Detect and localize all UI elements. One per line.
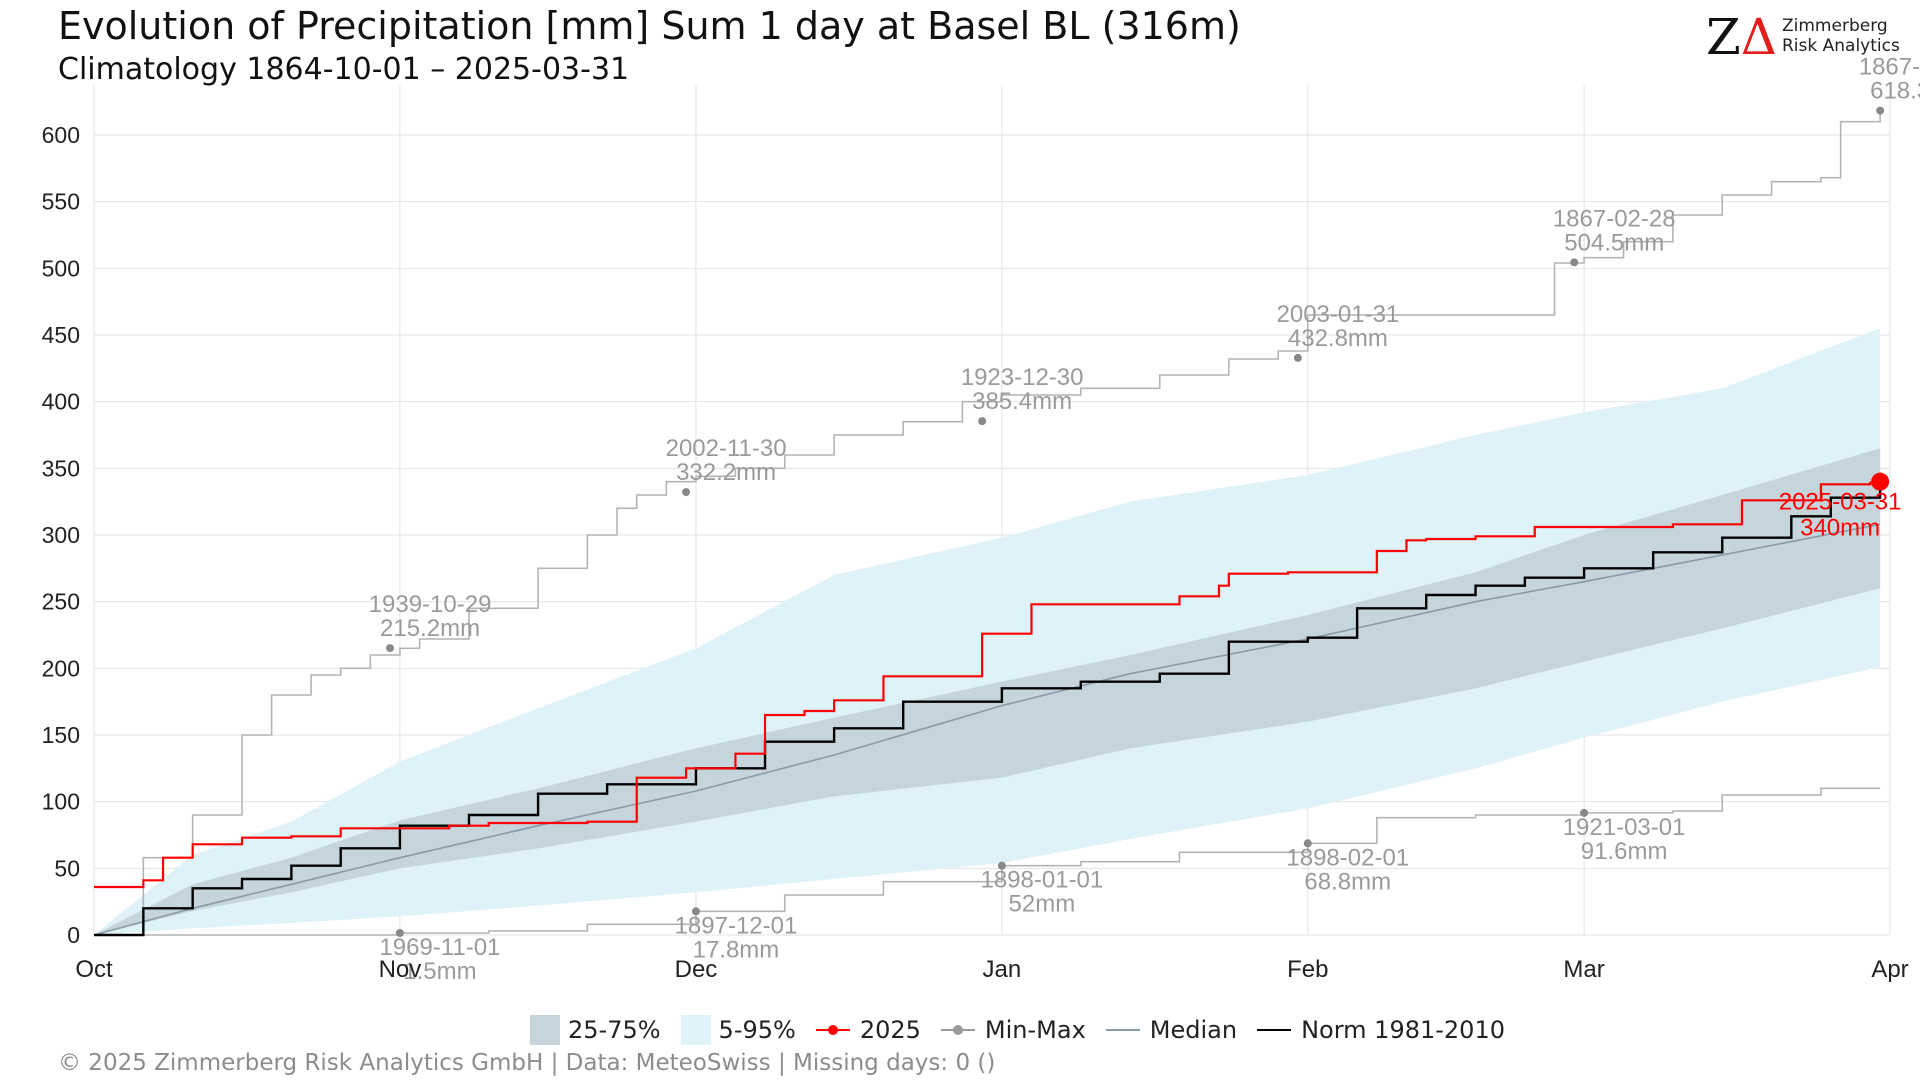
x-tick-label: Oct [75,956,113,983]
legend-label-norm: Norm 1981-2010 [1301,1016,1505,1044]
x-tick-label: Nov [379,956,422,983]
legend-label-5-95: 5-95% [718,1016,796,1044]
logo-mark: ZΔ [1706,10,1777,64]
percentile-bands [94,328,1881,935]
chart-title: Evolution of Precipitation [mm] Sum 1 da… [58,4,1241,48]
y-tick-label: 150 [42,722,80,748]
max-record-dot [682,488,691,497]
x-tick-label: Jan [983,956,1022,983]
current-amount-label: 340mm [1800,515,1880,542]
max-record-dot [978,417,987,426]
legend-item-25-75: 25-75% [530,1015,661,1045]
series-norm-line [94,480,1882,937]
chart-subtitle: Climatology 1864-10-01 – 2025-03-31 [58,52,630,87]
max-record-dot [386,644,395,653]
max-record-date: 2003-01-31 [1277,301,1400,328]
series-lines [93,111,1882,937]
max-record-amount: 504.5mm [1564,229,1664,256]
min-record-dot [691,907,700,916]
footer-credit: © 2025 Zimmerberg Risk Analytics GmbH | … [58,1050,996,1076]
min-record-dot [1580,808,1589,817]
logo-line1: Zimmerberg [1782,16,1888,36]
min-record-amount: 91.6mm [1581,838,1668,865]
y-tick-label: 200 [42,655,80,681]
max-record-amount: 215.2mm [380,615,480,642]
min-record-amount: 68.8mm [1304,868,1391,895]
max-record-amount: 385.4mm [972,388,1072,415]
logo-z: Z [1706,8,1741,66]
series-max-line [94,111,1881,936]
min-record-date: 1897-12-01 [675,912,798,939]
legend-line-2025 [815,1023,850,1037]
min-record-date: 1969-11-01 [379,934,500,961]
y-tick-label: 400 [42,389,80,415]
min-record-date: 1898-01-01 [980,867,1103,894]
min-record-amount: 52mm [1009,891,1076,918]
y-tick-label: 500 [42,255,80,281]
legend-line-norm [1257,1023,1292,1037]
y-tick-label: 550 [42,189,80,215]
series-2025-line [94,481,1872,889]
y-tick-label: 600 [42,122,80,148]
legend-label-minmax: Min-Max [984,1016,1086,1044]
y-tick-label: 100 [42,789,80,815]
max-record-amount: 432.8mm [1288,325,1388,352]
axes: 0 50 100 150 200 250 300 350 400 450 500 550 600 Oct N… [42,122,1909,983]
logo-delta: Δ [1740,8,1777,66]
x-tick-label: Apr [1871,956,1908,983]
min-record-amount: 17.8mm [693,936,780,963]
y-tick-label: 50 [54,855,80,881]
zimmerberg-logo: ZΔ Zimmerberg Risk Analytics [1706,10,1906,64]
x-tick-label: Dec [675,956,718,983]
y-tick-label: 0 [67,922,80,948]
legend-line-minmax [940,1023,975,1037]
legend-swatch-5-95 [680,1015,711,1045]
max-record-dot [1293,353,1302,362]
current-date-label: 2025-03-31 [1779,489,1902,516]
min-record-dot [395,929,404,937]
band-5-95 [94,328,1881,935]
legend-swatch-25-75 [530,1015,560,1045]
x-tick-label: Feb [1287,956,1328,983]
max-record-amount: 618.3mm [1870,78,1920,105]
band-25-75 [94,448,1881,935]
y-tick-label: 250 [42,589,80,615]
min-record-amount: 1.5mm [403,958,476,985]
legend-item-2025: 2025 [815,1016,921,1044]
legend-label-2025: 2025 [859,1016,921,1044]
max-record-date: 1939-10-29 [369,591,492,618]
series-median-line [93,523,1881,936]
max-record-date: 2002-11-30 [666,435,787,462]
current-value-dot [1871,472,1890,491]
max-record-date: 1867-02-28 [1553,205,1676,232]
y-tick-label: 300 [42,522,80,548]
logo-line2: Risk Analytics [1782,36,1900,56]
max-record-date: 1867-03-31 [1859,54,1920,81]
y-tick-label: 350 [42,455,80,481]
logo-text: Zimmerberg Risk Analytics [1782,16,1900,56]
min-record-date: 1898-02-01 [1286,844,1409,871]
min-record-date: 1921-03-01 [1563,814,1686,841]
series-min-line [94,787,1881,936]
max-record-dot [1876,106,1885,115]
legend-label-median: Median [1149,1016,1238,1044]
max-record-date: 1923-12-30 [961,364,1084,391]
max-record-dot [1570,258,1579,267]
legend-item-median: Median [1105,1016,1238,1044]
legend: 25-75% 5-95% 2025 Min-Max Median Norm 19… [530,1013,1525,1047]
legend-item-5-95: 5-95% [680,1015,796,1045]
x-tick-label: Mar [1563,956,1604,983]
min-record-dot [997,861,1006,870]
max-record-amount: 332.2mm [676,459,776,486]
min-record-dot [1303,839,1312,848]
y-tick-label: 450 [42,322,80,348]
legend-line-median [1105,1023,1140,1037]
legend-item-norm: Norm 1981-2010 [1257,1016,1505,1044]
legend-item-minmax: Min-Max [940,1016,1086,1044]
legend-label-25-75: 25-75% [568,1016,661,1044]
